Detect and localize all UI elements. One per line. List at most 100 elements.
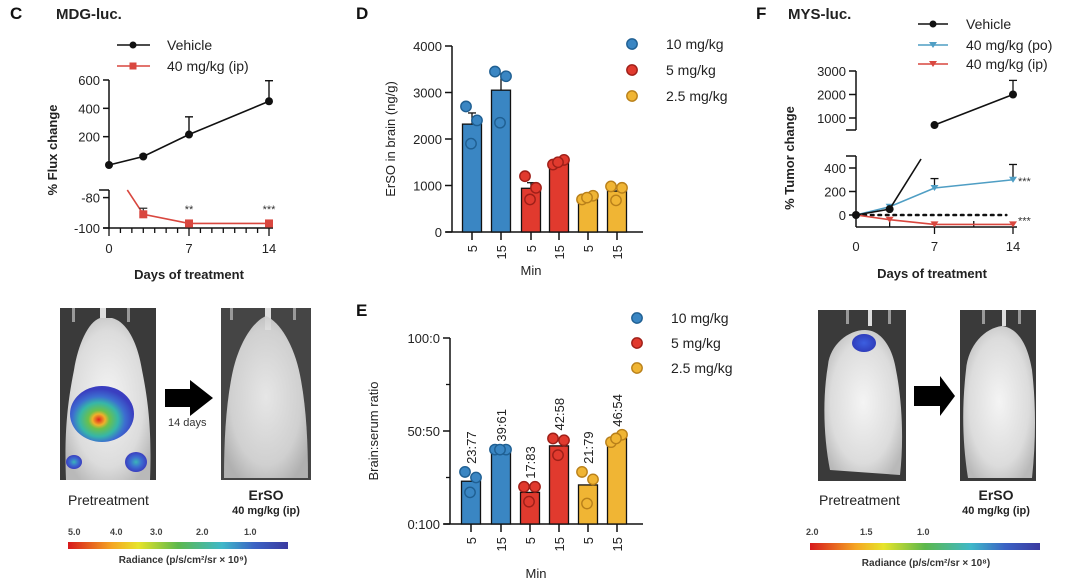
y-axis-label-f: % Tumor change	[782, 106, 797, 210]
legend-marker	[626, 90, 638, 102]
legend-marker	[631, 312, 643, 324]
chart-e-plot: 0:100 50:50 100:0 5 23:77 15 39:61 5 17:83 15 42:5…	[407, 331, 643, 551]
colorbar-tick: 1.0	[244, 527, 257, 537]
data-point-vehicle	[1009, 90, 1017, 99]
y-tick-label: 200	[78, 130, 100, 145]
x-tick-label: 5	[524, 245, 539, 252]
y-axis-label-c: % Flux change	[45, 104, 60, 195]
caption-erso-f: ErSO	[978, 487, 1013, 503]
y-tick-label: 1000	[413, 179, 442, 194]
y-axis-label-d: ErSO in brain (ng/g)	[383, 81, 398, 197]
legend-item-vehicle: Vehicle	[117, 37, 212, 53]
legend-label: 5 mg/kg	[671, 335, 721, 351]
y-tick-label: 50:50	[407, 424, 440, 439]
data-point-ip	[930, 221, 939, 228]
data-label: 21:79	[581, 431, 596, 464]
data-point	[547, 432, 559, 445]
legend-e: 10 mg/kg 5 mg/kg 2.5 mg/kg	[631, 310, 732, 376]
significance-marker: ***	[263, 204, 277, 216]
legend-item-po: 40 mg/kg (po)	[918, 37, 1052, 53]
legend-label: 5 mg/kg	[666, 62, 716, 78]
y-tick-label: -80	[81, 191, 100, 206]
colorbar-tick: 4.0	[110, 527, 123, 537]
y-tick-label: 3000	[413, 86, 442, 101]
legend-item-ip: 40 mg/kg (ip)	[117, 58, 249, 74]
arrow-label-c: 14 days	[168, 417, 207, 429]
chart-d-plot: 0 1000 2000 3000 4000 5 15 5 15 5 15	[413, 39, 643, 259]
series-line-ip	[126, 189, 269, 225]
legend-label: Vehicle	[966, 16, 1011, 32]
legend-label: 2.5 mg/kg	[666, 88, 727, 104]
data-label: 42:58	[552, 398, 567, 431]
caption-dose-c: 40 mg/kg (ip)	[232, 505, 300, 517]
legend-item-ip: 40 mg/kg (ip)	[918, 56, 1048, 72]
data-point	[465, 137, 477, 150]
series-line-vehicle	[934, 93, 1014, 126]
bar	[490, 450, 512, 525]
mouse-image-pretreatment-c	[60, 308, 156, 480]
legend-marker	[631, 337, 643, 349]
data-point	[552, 156, 564, 169]
colorbar-tick: 1.5	[860, 527, 873, 537]
x-tick-label: 5	[523, 537, 538, 544]
data-point	[470, 471, 482, 484]
data-point	[489, 65, 501, 78]
x-tick-label: 5	[581, 537, 596, 544]
data-point	[500, 70, 512, 83]
data-point-vehicle	[930, 121, 939, 130]
data-point-vehicle	[852, 211, 860, 219]
bar	[606, 437, 628, 525]
x-tick-label: 5	[581, 245, 596, 252]
data-point	[605, 180, 617, 193]
series-line-vehicle	[108, 100, 270, 166]
arrow-right-icon	[914, 376, 955, 416]
y-tick-label: 400	[78, 101, 100, 116]
panel-letter-e: E	[356, 301, 367, 320]
caption-pretreatment-f: Pretreatment	[819, 492, 900, 508]
y-tick-label: -100	[74, 221, 100, 236]
data-point	[529, 480, 541, 493]
legend-marker-circle	[129, 41, 137, 49]
x-axis-label-d: Min	[521, 263, 542, 278]
data-point	[523, 495, 535, 508]
data-point	[494, 443, 506, 456]
colorbar-f: 2.0 1.5 1.0 Radiance (p/s/cm²/sr × 10⁸)	[806, 527, 1040, 569]
data-point	[552, 449, 564, 462]
significance-marker: ***	[1018, 176, 1032, 188]
data-point	[616, 181, 628, 194]
x-tick-label: 7	[185, 241, 192, 256]
data-point-po	[1009, 176, 1017, 183]
data-point	[558, 434, 570, 447]
colorbar-label-c: Radiance (p/s/cm²/sr × 10⁹)	[119, 555, 247, 566]
data-point	[459, 466, 471, 478]
colorbar-tick: 3.0	[150, 527, 163, 537]
panel-d: D 0 1000 2000 3000 4000 5 15 5 15 5 15 ErSO in bra…	[356, 4, 727, 278]
legend-marker	[626, 64, 638, 76]
data-point	[460, 100, 472, 113]
tumor-signal	[852, 334, 876, 352]
legend-label: Vehicle	[167, 37, 212, 53]
caption-dose-f: 40 mg/kg (ip)	[962, 505, 1030, 517]
chart-f-plot: 1000 2000 3000 0 200 400 0 7 14 *** ***	[817, 64, 1031, 254]
data-point-vehicle	[885, 205, 894, 214]
legend-label: 40 mg/kg (po)	[966, 37, 1052, 53]
data-point	[519, 170, 531, 183]
legend-marker-triangle	[929, 61, 937, 67]
panel-letter-d: D	[356, 4, 368, 23]
legend-marker-square	[129, 62, 137, 70]
data-point-ip	[139, 210, 148, 219]
legend-label: 10 mg/kg	[666, 36, 724, 52]
data-point	[464, 486, 476, 499]
data-point	[610, 432, 622, 445]
y-tick-label: 3000	[817, 64, 846, 79]
data-point-vehicle	[185, 130, 193, 139]
data-point	[524, 193, 536, 206]
colorbar-tick: 1.0	[917, 527, 930, 537]
tumor-signal	[70, 386, 134, 442]
data-point	[494, 116, 506, 129]
y-tick-label: 4000	[413, 39, 442, 54]
mouse-image-erso-f	[960, 310, 1036, 481]
significance-marker: **	[185, 204, 194, 216]
panel-f: F MYS-luc. Vehicle 40 mg/kg (po) 40 mg/k…	[756, 4, 1052, 569]
colorbar-tick: 5.0	[68, 527, 81, 537]
